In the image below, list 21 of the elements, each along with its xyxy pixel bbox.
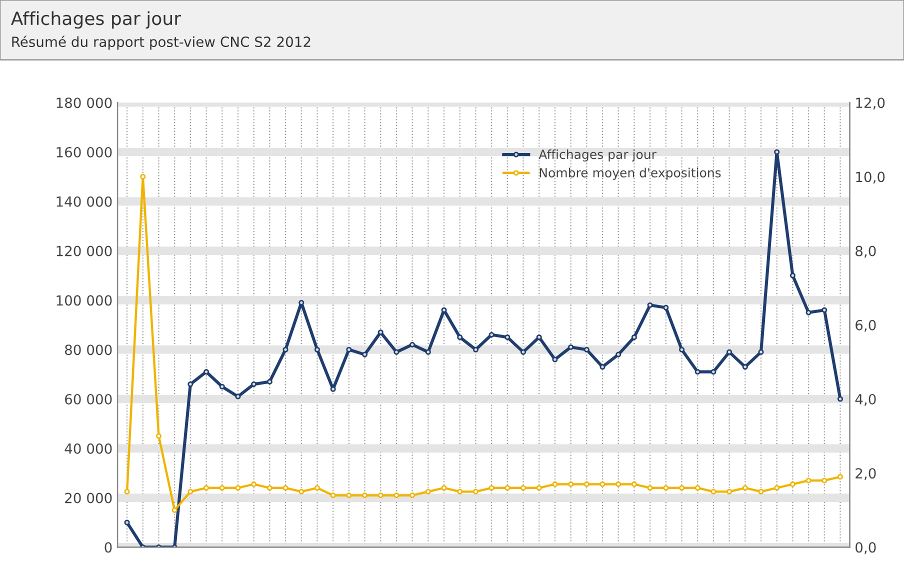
y-tick-label: 120 000 [56, 246, 112, 256]
y2-tick-label: 8,0 [856, 246, 876, 258]
chart-title: Affichages par jour [10, 11, 182, 29]
y-tick-label: 0 [104, 542, 112, 553]
y-tick-label: 60 000 [65, 394, 112, 404]
y-tick-label: 140 000 [56, 196, 112, 207]
y-tick-label: 80 000 [65, 344, 112, 356]
y-tick-label: 20 000 [65, 492, 112, 504]
y2-tick-label: 12,0 [856, 98, 885, 110]
y2-tick-label: 6,0 [856, 320, 876, 332]
y-tick-label: 40 000 [64, 443, 112, 454]
y2-tick-label: 10,0 [856, 172, 885, 184]
y-tick-label: 100 000 [56, 295, 112, 306]
y2-tick-label: 2,0 [856, 468, 876, 480]
y-tick-label: 180 000 [56, 98, 112, 108]
legend-label: Nombre moyen d'expositions [540, 168, 721, 180]
y2-tick-label: 0,0 [856, 542, 876, 554]
y-tick-label: 160 000 [56, 146, 112, 158]
legend-label: Affichages par jour [538, 149, 656, 162]
y2-tick-label: 4,0 [855, 394, 876, 406]
chart-subtitle: Résumé du rapport post-view CNC S2 2012 [12, 36, 310, 50]
